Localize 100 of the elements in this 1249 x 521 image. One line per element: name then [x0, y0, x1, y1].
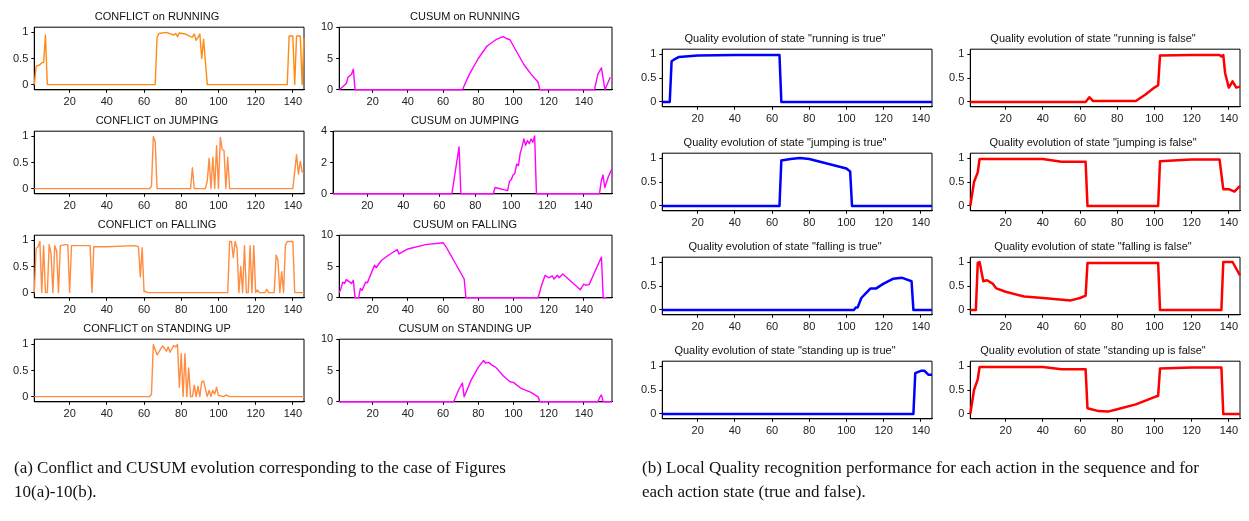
y-tick-label: 0	[22, 181, 29, 194]
x-tick-label: 120	[1182, 216, 1201, 229]
x-tick-label: 40	[1036, 320, 1049, 333]
x-tick-label: 120	[1182, 320, 1201, 333]
x-tick-label: 140	[283, 95, 303, 108]
x-tick-label: 40	[1036, 216, 1049, 229]
x-tick-label: 40	[728, 216, 741, 229]
chart-title: CONFLICT on RUNNING	[94, 9, 220, 22]
x-tick-label: 60	[137, 199, 151, 212]
y-tick-label: 1	[22, 233, 29, 246]
x-tick-label: 120	[246, 303, 265, 316]
x-tick-label: 140	[574, 303, 594, 316]
x-tick-label: 140	[574, 199, 593, 212]
y-tick-label: 10	[320, 20, 334, 33]
x-tick-label: 140	[574, 95, 594, 108]
x-tick-label: 100	[837, 320, 856, 333]
y-tick-label: 0.5	[948, 175, 965, 188]
x-tick-label: 60	[436, 303, 450, 316]
chart-title: CONFLICT on FALLING	[97, 217, 217, 230]
x-tick-label: 40	[1036, 112, 1049, 125]
x-tick-label: 100	[504, 95, 523, 108]
x-tick-label: 100	[1145, 216, 1164, 229]
x-tick-label: 120	[874, 112, 893, 125]
y-tick-label: 0	[650, 199, 657, 212]
x-tick-label: 20	[691, 216, 704, 229]
y-tick-label: 1	[22, 129, 29, 142]
x-tick-label: 80	[469, 199, 482, 212]
x-tick-label: 80	[1111, 424, 1124, 437]
x-tick-label: 100	[1145, 320, 1164, 333]
x-tick-label: 40	[1036, 424, 1049, 437]
y-tick-label: 1	[650, 359, 657, 372]
x-tick-label: 40	[401, 95, 414, 108]
x-tick-label: 140	[283, 303, 303, 316]
chart-title: CONFLICT on JUMPING	[95, 113, 219, 126]
x-tick-label: 80	[1111, 320, 1124, 333]
text: (b) Local Quality recognition performance for each action in the sequence and for each action state (true and false).	[642, 457, 1200, 503]
x-tick-label: 20	[63, 303, 76, 316]
y-tick-label: 1	[22, 25, 29, 38]
x-tick-label: 120	[1182, 424, 1201, 437]
y-tick-label: 0	[22, 389, 29, 402]
y-tick-label: 0.5	[948, 383, 965, 396]
x-tick-label: 120	[246, 95, 265, 108]
y-tick-label: 0.5	[640, 279, 657, 292]
x-tick-label: 60	[765, 216, 779, 229]
x-tick-label: 80	[1111, 112, 1124, 125]
y-tick-label: 0	[327, 394, 334, 407]
x-tick-label: 100	[837, 216, 856, 229]
x-tick-label: 100	[502, 199, 521, 212]
x-tick-label: 40	[728, 112, 741, 125]
y-tick-label: 1	[650, 255, 657, 268]
chart-title: CUSUM on STANDING UP	[398, 321, 532, 334]
y-tick-label: 0.5	[12, 259, 29, 272]
chart-title: Quality evolution of state "running is false"	[990, 31, 1196, 44]
y-tick-label: 1	[22, 337, 29, 350]
x-tick-label: 20	[63, 95, 76, 108]
x-tick-label: 80	[803, 216, 816, 229]
chart-title: Quality evolution of state "jumping is true"	[683, 135, 887, 148]
y-tick-label: 0.5	[12, 363, 29, 376]
y-tick-label: 5	[327, 363, 334, 376]
x-tick-label: 60	[433, 199, 446, 212]
y-tick-label: 10	[320, 332, 334, 345]
x-tick-label: 60	[436, 95, 450, 108]
x-tick-label: 100	[209, 407, 228, 420]
x-tick-label: 60	[765, 424, 779, 437]
y-tick-label: 0	[327, 290, 334, 303]
x-tick-label: 20	[999, 320, 1012, 333]
x-tick-label: 60	[1073, 216, 1087, 229]
x-tick-label: 80	[803, 424, 816, 437]
x-tick-label: 80	[175, 95, 188, 108]
y-tick-label: 1	[958, 255, 965, 268]
x-tick-label: 80	[175, 199, 188, 212]
x-tick-label: 20	[999, 424, 1012, 437]
y-tick-label: 0.5	[12, 155, 29, 168]
x-tick-label: 100	[209, 95, 228, 108]
x-tick-label: 20	[999, 216, 1012, 229]
x-tick-label: 20	[691, 424, 704, 437]
chart-title: CUSUM on FALLING	[413, 217, 517, 230]
x-tick-label: 120	[1182, 112, 1201, 125]
y-tick-label: 0.5	[640, 175, 657, 188]
x-tick-label: 100	[837, 112, 856, 125]
x-tick-label: 80	[175, 303, 188, 316]
x-tick-label: 20	[691, 320, 704, 333]
x-tick-label: 60	[137, 303, 151, 316]
x-tick-label: 140	[574, 407, 594, 420]
y-tick-label: 0.5	[640, 383, 657, 396]
y-tick-label: 0	[320, 186, 328, 199]
y-tick-label: 1	[650, 47, 657, 60]
x-tick-label: 40	[728, 424, 741, 437]
y-tick-label: 2	[320, 155, 328, 168]
x-tick-label: 100	[209, 199, 228, 212]
chart-title: CUSUM on JUMPING	[410, 113, 520, 126]
x-tick-label: 120	[246, 407, 265, 420]
y-tick-label: 4	[320, 124, 328, 137]
x-tick-label: 20	[361, 199, 374, 212]
y-tick-label: 0	[958, 95, 965, 108]
x-tick-label: 60	[765, 320, 779, 333]
x-tick-label: 20	[999, 112, 1012, 125]
y-tick-label: 0	[650, 95, 657, 108]
y-tick-label: 1	[958, 359, 965, 372]
x-tick-label: 100	[1145, 424, 1164, 437]
